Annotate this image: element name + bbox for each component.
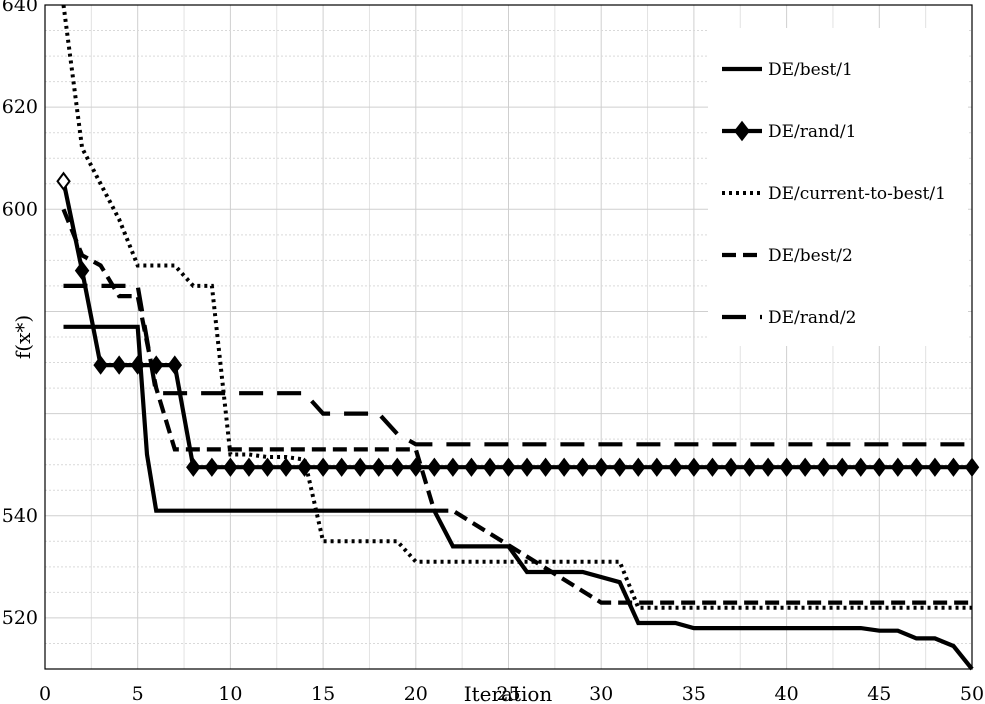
x-tick-label: 25 [496,683,520,704]
series-marker [464,457,479,477]
legend-label: DE/rand/2 [768,308,856,328]
series-marker [760,457,776,477]
series-marker [649,457,665,477]
series-marker [797,457,813,477]
series-marker [668,457,683,477]
series-marker [631,457,646,477]
series-marker [315,457,331,477]
series-marker [872,457,887,477]
x-axis-label: Iteration [464,682,553,704]
series-marker [93,355,108,375]
series-marker [519,457,535,477]
series-layer [56,4,980,671]
x-tick-label: 0 [39,683,51,704]
series-marker [779,457,794,477]
series-marker [204,457,220,477]
series-marker [352,457,368,477]
series-marker [390,457,405,477]
series-marker [241,457,257,477]
series-marker [167,355,183,375]
y-tick-label: 600 [2,198,38,220]
series-marker [946,457,961,477]
y-tick-label: 640 [2,0,38,16]
y-axis-label: f(x*) [11,315,35,359]
series-marker [686,457,702,477]
series-line-3 [61,208,972,605]
series-marker [538,457,553,477]
y-tick-label: 540 [2,505,38,527]
series-marker [111,355,127,375]
series-marker [723,457,739,477]
series-marker [742,457,757,477]
series-marker [890,457,906,477]
series-marker [482,457,498,477]
series-marker [186,457,201,477]
series-marker [593,457,609,477]
series-marker [260,457,275,477]
series-marker [223,457,238,477]
x-tick-label: 40 [775,683,799,704]
series-marker [501,457,516,477]
series-marker [130,355,145,375]
series-marker [575,457,590,477]
series-marker [612,457,627,477]
series-line-4 [63,283,972,447]
series-marker [816,457,831,477]
x-tick-label: 10 [218,683,242,704]
legend-marker [734,120,750,142]
plot-frame [44,4,973,670]
x-tick-label: 50 [960,683,984,704]
x-tick-label: 20 [404,683,428,704]
series-marker [834,457,850,477]
x-tick-label: 5 [132,683,144,704]
y-tick-label: 520 [2,607,38,629]
legend-box [708,28,968,346]
x-tick-label: 30 [589,683,613,704]
y-tick-label: 620 [2,96,38,118]
legend: DE/best/1 DE/rand/1 DE/current-to-best/1 DE… [708,28,968,346]
series-marker [853,457,869,477]
series-marker [427,457,442,477]
series-marker [371,457,386,477]
x-tick-label: 35 [682,683,706,704]
legend-label: DE/best/2 [768,246,853,266]
legend-label: DE/rand/1 [768,122,856,142]
series-marker [445,457,461,477]
series-marker [556,457,572,477]
legend-label: DE/current-to-best/1 [768,184,946,204]
series-marker [74,260,90,281]
series-line-2 [61,4,972,610]
series-marker [705,457,720,477]
series-marker [909,457,924,477]
x-tick-label: 15 [311,683,335,704]
series-marker [278,457,294,477]
series-marker [927,457,943,477]
series-marker [334,457,349,477]
series-marker [56,171,71,191]
x-tick-label: 45 [867,683,891,704]
legend-label: DE/best/1 [768,60,853,80]
